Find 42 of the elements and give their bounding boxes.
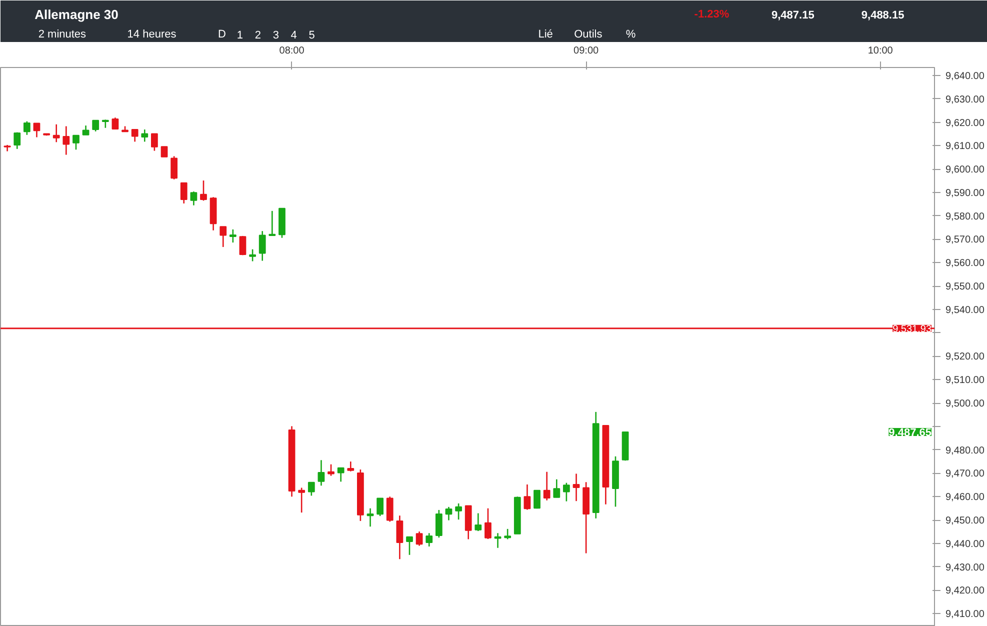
text: 4 (290, 30, 297, 42)
text: 2 minutes (38, 28, 87, 40)
y-tick-label: 9,630.00 (946, 94, 985, 106)
y-tick-label: 9,500.00 (946, 398, 985, 410)
y-tick-label: 9,620.00 (946, 118, 985, 129)
y-tick-label: 9,640.00 (946, 70, 985, 82)
y-tick-label: 9,520.00 (946, 352, 985, 363)
y-tick-label: 9,460.00 (946, 492, 985, 504)
y-tick-label: 9,590.00 (946, 188, 985, 199)
ref-line-label: 9,531.93 (892, 324, 932, 335)
y-tick-label: 9,610.00 (946, 141, 985, 152)
y-tick-label: 9,420.00 (946, 586, 985, 597)
y-tick-label: 9,440.00 (946, 538, 985, 550)
text: 5 (308, 30, 315, 42)
text: Outils (574, 28, 603, 40)
y-tick-label: 9,560.00 (946, 258, 985, 270)
text: Lié (538, 28, 553, 40)
x-tick-label: 08:00 (279, 46, 305, 56)
text: 9,487.15 (772, 10, 814, 22)
y-tick-label: 9,600.00 (946, 164, 985, 176)
text: 14 heures (127, 28, 177, 40)
y-tick-label: 9,430.00 (946, 562, 985, 574)
y-tick-label: 9,470.00 (946, 468, 985, 480)
x-tick-label: 09:00 (574, 46, 600, 56)
x-tick-label: 10:00 (868, 46, 894, 56)
text: 1 (236, 30, 243, 42)
text: -1.23% (694, 8, 730, 20)
text: 3 (272, 30, 279, 42)
y-tick-label: 9,570.00 (946, 234, 985, 246)
y-tick-label: 9,450.00 (946, 516, 985, 527)
text: 9,488.15 (861, 10, 904, 22)
text: % (626, 28, 636, 40)
chart-title: Allemagne 30 (34, 7, 118, 22)
text: 2 (254, 30, 261, 42)
y-tick-label: 9,410.00 (946, 609, 985, 620)
y-tick-label: 9,540.00 (946, 304, 985, 316)
y-tick-label: 9,510.00 (946, 375, 985, 386)
annotation: 9,487.65 (888, 426, 932, 439)
text: D (218, 28, 226, 40)
y-tick-label: 9,480.00 (946, 445, 985, 456)
y-tick-label: 9,550.00 (946, 282, 985, 293)
y-tick-label: 9,580.00 (946, 211, 985, 222)
